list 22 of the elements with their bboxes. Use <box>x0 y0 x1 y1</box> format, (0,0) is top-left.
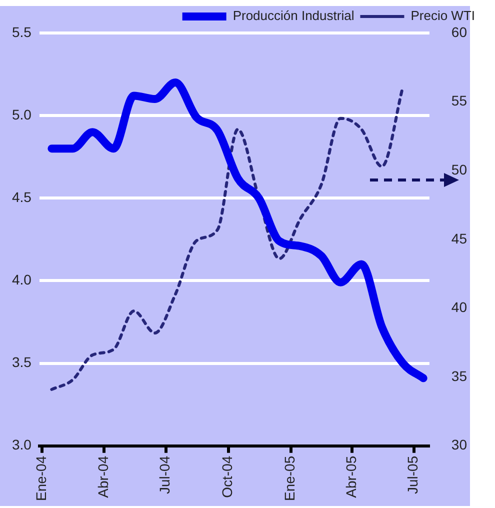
x-tick-label: Ene-04 <box>33 456 50 502</box>
y2-tick-label: 50 <box>451 161 468 178</box>
legend-label: Precio WTI <box>410 8 476 24</box>
y2-tick-label: 35 <box>451 368 468 384</box>
y-tick-label: 3.0 <box>12 436 32 453</box>
x-tick-label: Jul-05 <box>404 456 421 494</box>
y-tick-label: 4.5 <box>12 189 32 205</box>
y2-tick-label: 40 <box>451 299 468 316</box>
y2-tick-label: 45 <box>451 230 468 246</box>
x-tick-label: Abr-04 <box>94 456 111 498</box>
y2-tick-label: 60 <box>451 24 468 40</box>
x-tick-label: Ene-05 <box>282 456 298 502</box>
y-tick-label: 5.0 <box>12 106 32 122</box>
x-tick-label: Abr-05 <box>342 456 359 498</box>
x-tick-label: Oct-04 <box>219 456 236 498</box>
y2-tick-label: 55 <box>451 92 468 109</box>
y-tick-label: 5.5 <box>12 24 32 40</box>
y2-tick-label: 30 <box>451 436 468 453</box>
legend-label: Producción Industrial <box>232 8 354 24</box>
x-tick-label: Jul-04 <box>156 456 173 494</box>
y-tick-label: 4.0 <box>12 272 32 288</box>
y-tick-label: 3.5 <box>12 354 32 370</box>
